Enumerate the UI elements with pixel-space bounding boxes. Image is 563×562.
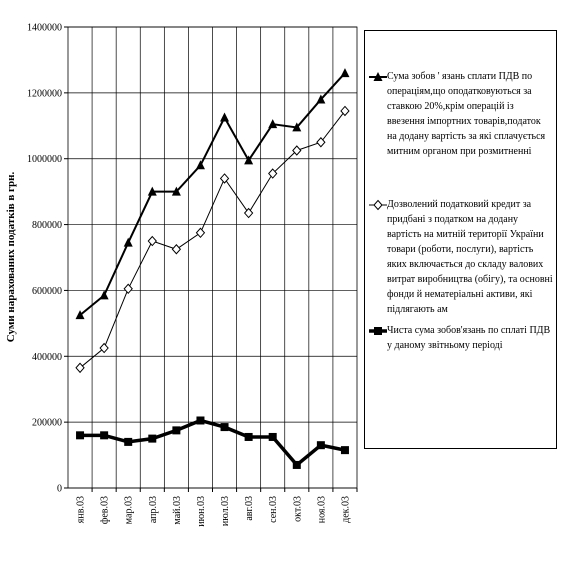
- legend-icon: [369, 327, 387, 335]
- series-line: [79, 72, 346, 316]
- legend-label: Чиста сума зобов'язань по сплаті ПДВ у д…: [387, 325, 551, 351]
- marker: [220, 112, 230, 122]
- marker: [268, 168, 278, 179]
- marker: [75, 310, 85, 320]
- marker: [244, 155, 254, 165]
- marker: [340, 105, 350, 117]
- x-tick-label: июл.03: [220, 496, 231, 526]
- marker: [374, 327, 382, 335]
- legend-label: Сума зобов ' язань сплати ПДВ по операці…: [387, 71, 546, 157]
- series-line: [80, 418, 346, 468]
- marker: [316, 441, 325, 450]
- marker: [99, 290, 109, 300]
- marker: [171, 186, 181, 196]
- marker: [373, 72, 383, 81]
- x-tick-label: янв.03: [76, 496, 87, 523]
- legend: Сума зобов ' язань сплати ПДВ по операці…: [364, 30, 557, 449]
- marker: [268, 119, 278, 129]
- marker: [76, 431, 85, 440]
- marker: [292, 122, 302, 132]
- marker: [340, 446, 349, 455]
- marker: [147, 235, 157, 247]
- marker: [373, 199, 383, 211]
- y-tick-label: 1200000: [27, 88, 62, 99]
- marker: [123, 283, 133, 295]
- marker: [268, 432, 277, 441]
- marker: [123, 237, 133, 247]
- legend-label: Дозволений податковий кредит за придбані…: [387, 199, 553, 315]
- x-tick-label: май.03: [172, 496, 183, 525]
- marker: [100, 431, 109, 440]
- marker: [244, 432, 253, 441]
- y-axis-title: Суми нарахованих податків в грн.: [5, 172, 17, 343]
- marker: [172, 426, 181, 435]
- marker: [196, 416, 205, 425]
- marker: [340, 68, 350, 78]
- marker: [124, 437, 133, 446]
- x-tick-label: мар.03: [124, 496, 135, 524]
- y-tick-label: 400000: [32, 352, 62, 363]
- legend-entry: Чиста сума зобов'язань по сплаті ПДВ у д…: [369, 323, 553, 353]
- marker: [316, 136, 326, 148]
- y-tick-label: 0: [57, 484, 62, 495]
- x-tick-label: ноя.03: [316, 496, 327, 523]
- marker: [195, 160, 205, 170]
- y-tick-label: 600000: [32, 286, 62, 297]
- marker: [99, 342, 109, 354]
- marker: [75, 362, 85, 374]
- x-tick-label: авг.03: [244, 496, 255, 521]
- x-tick-label: фев.03: [100, 496, 111, 524]
- marker: [147, 186, 157, 196]
- marker: [220, 423, 229, 432]
- marker: [195, 227, 206, 239]
- marker: [316, 94, 326, 104]
- y-tick-label: 1000000: [27, 154, 62, 165]
- x-tick-label: июн.03: [196, 496, 207, 527]
- y-tick-label: 800000: [32, 220, 62, 231]
- legend-icon: [369, 199, 387, 211]
- y-tick-label: 200000: [32, 418, 62, 429]
- x-tick-label: дек.03: [340, 496, 351, 523]
- series-line: [79, 110, 346, 369]
- marker: [292, 145, 302, 156]
- x-tick-label: окт.03: [292, 496, 303, 522]
- x-tick-label: апр.03: [148, 496, 159, 523]
- legend-entry: Дозволений податковий кредит за придбані…: [369, 197, 553, 317]
- legend-entry: Сума зобов ' язань сплати ПДВ по операці…: [369, 69, 553, 159]
- marker: [243, 207, 254, 219]
- marker: [219, 173, 230, 184]
- y-tick-label: 1400000: [27, 23, 62, 34]
- legend-icon: [369, 72, 387, 81]
- x-tick-label: сен.03: [268, 496, 279, 523]
- marker: [148, 434, 157, 443]
- marker: [171, 244, 182, 255]
- marker: [292, 460, 301, 469]
